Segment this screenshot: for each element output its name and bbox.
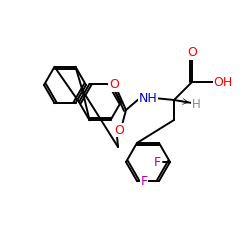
Text: F: F	[154, 156, 160, 168]
Text: O: O	[109, 78, 119, 92]
Text: F: F	[140, 174, 147, 188]
Text: H: H	[192, 98, 200, 110]
Text: O: O	[114, 124, 124, 136]
Text: NH: NH	[138, 92, 158, 104]
Text: OH: OH	[214, 76, 233, 88]
Text: O: O	[187, 46, 197, 60]
